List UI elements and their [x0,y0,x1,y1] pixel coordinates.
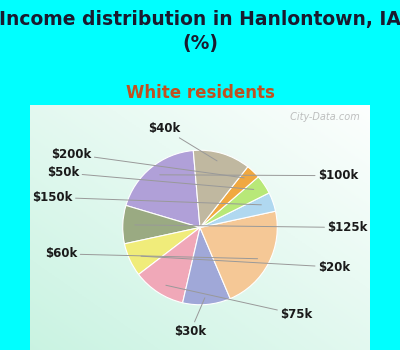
Wedge shape [126,150,200,228]
Text: $30k: $30k [174,298,207,338]
Text: Income distribution in Hanlontown, IA
(%): Income distribution in Hanlontown, IA (%… [0,10,400,53]
Wedge shape [200,167,258,228]
Wedge shape [139,228,200,303]
Text: $75k: $75k [166,285,312,321]
Text: $50k: $50k [47,166,254,189]
Text: $20k: $20k [141,256,350,274]
Text: $100k: $100k [160,169,358,182]
Wedge shape [193,150,248,228]
Wedge shape [200,177,269,228]
Text: $150k: $150k [32,191,261,205]
Text: White residents: White residents [126,84,274,102]
Text: $40k: $40k [148,122,217,161]
Wedge shape [183,228,230,305]
Wedge shape [200,193,276,228]
Text: $60k: $60k [45,247,258,260]
Text: $125k: $125k [135,221,368,234]
Wedge shape [124,228,200,274]
Text: $200k: $200k [51,147,244,178]
Wedge shape [200,211,277,299]
Text: City-Data.com: City-Data.com [287,112,360,122]
Wedge shape [123,205,200,244]
